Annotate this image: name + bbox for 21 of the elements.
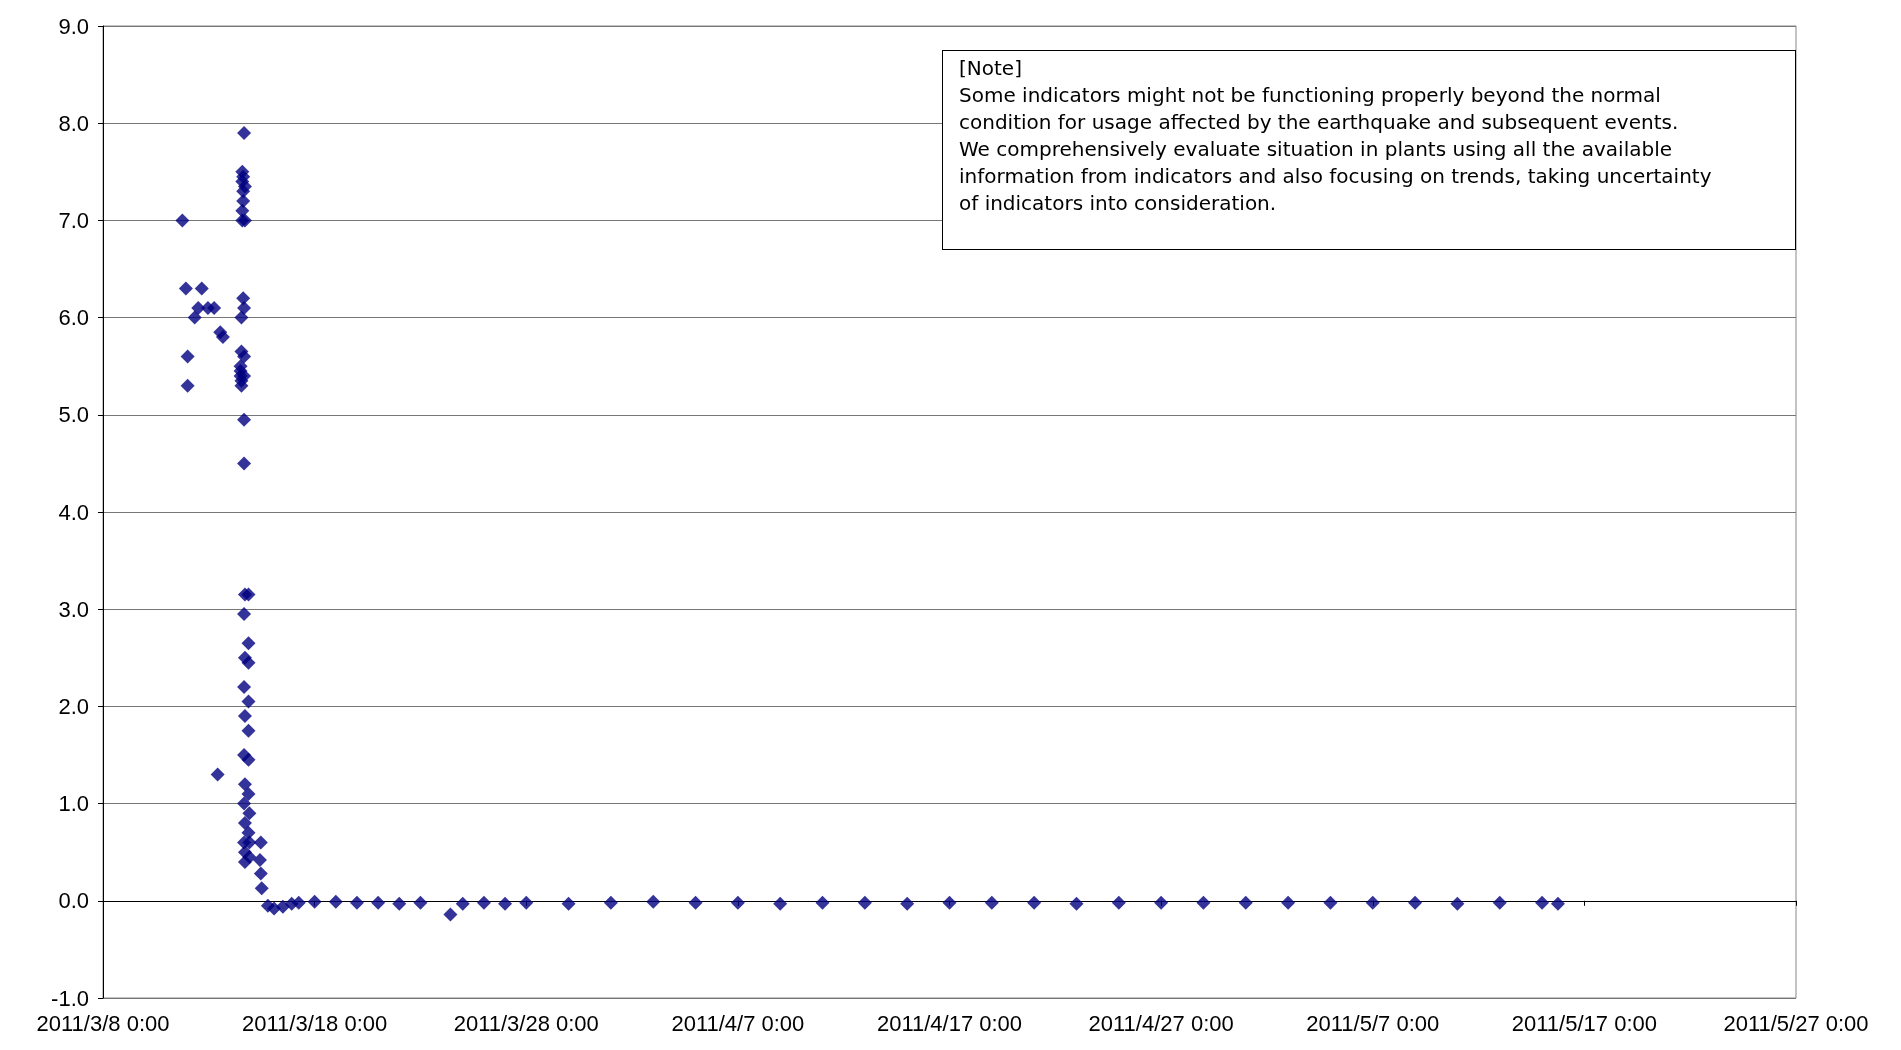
x-tick-label: 2011/5/17 0:00 — [1511, 1010, 1657, 1036]
y-tick-label: -1.0 — [51, 985, 89, 1011]
x-tick-label: 2011/5/27 0:00 — [1723, 1010, 1869, 1036]
note-box: [Note] Some indicators might not be functioning properly beyond the normal condition for usage affected by the earthquake and subsequent events. We comprehensively evaluate situation in plants using all the available information from indicators and also focusing on trends, taking uncertainty of indicators into consideration. — [942, 50, 1796, 250]
y-tick-label: 2.0 — [58, 693, 89, 719]
x-tick-label: 2011/5/7 0:00 — [1306, 1010, 1440, 1036]
y-tick-label: 3.0 — [58, 596, 89, 622]
x-tick-label: 2011/4/27 0:00 — [1088, 1010, 1234, 1036]
y-tick-label: 0.0 — [58, 888, 89, 914]
x-tick-label: 2011/4/7 0:00 — [671, 1010, 805, 1036]
y-tick-label: 8.0 — [58, 110, 89, 136]
x-tick-label: 2011/3/8 0:00 — [36, 1010, 170, 1036]
y-tick-label: 7.0 — [58, 207, 89, 233]
y-tick-label: 9.0 — [58, 13, 89, 39]
y-tick-label: 5.0 — [58, 402, 89, 428]
y-tick-label: 1.0 — [58, 791, 89, 817]
y-tick-label: 4.0 — [58, 499, 89, 525]
x-tick-label: 2011/3/28 0:00 — [453, 1010, 599, 1036]
y-tick-label: 6.0 — [58, 305, 89, 331]
x-tick-label: 2011/3/18 0:00 — [242, 1010, 388, 1036]
x-tick-label: 2011/4/17 0:00 — [876, 1010, 1023, 1036]
